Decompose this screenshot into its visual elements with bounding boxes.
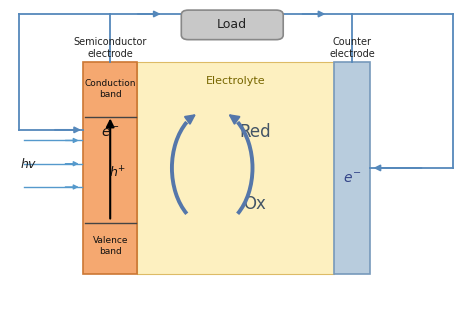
Text: Semiconductor
electrode: Semiconductor electrode bbox=[73, 37, 147, 59]
Text: Load: Load bbox=[217, 18, 247, 31]
Text: Electrolyte: Electrolyte bbox=[206, 76, 265, 86]
Text: $h^{+}$: $h^{+}$ bbox=[109, 165, 126, 181]
Text: $hv$: $hv$ bbox=[20, 157, 37, 171]
Text: Valence
band: Valence band bbox=[92, 236, 128, 256]
Text: $e^{-}$: $e^{-}$ bbox=[343, 171, 361, 186]
Text: $e^{-}$: $e^{-}$ bbox=[101, 126, 119, 140]
Text: Counter
electrode: Counter electrode bbox=[329, 37, 375, 59]
Bar bbox=[334, 62, 370, 274]
Text: Red: Red bbox=[239, 123, 271, 141]
Text: Conduction
band: Conduction band bbox=[84, 79, 136, 99]
Text: Ox: Ox bbox=[243, 195, 266, 213]
Bar bbox=[83, 62, 137, 274]
FancyBboxPatch shape bbox=[181, 10, 283, 39]
Bar bbox=[137, 62, 334, 274]
